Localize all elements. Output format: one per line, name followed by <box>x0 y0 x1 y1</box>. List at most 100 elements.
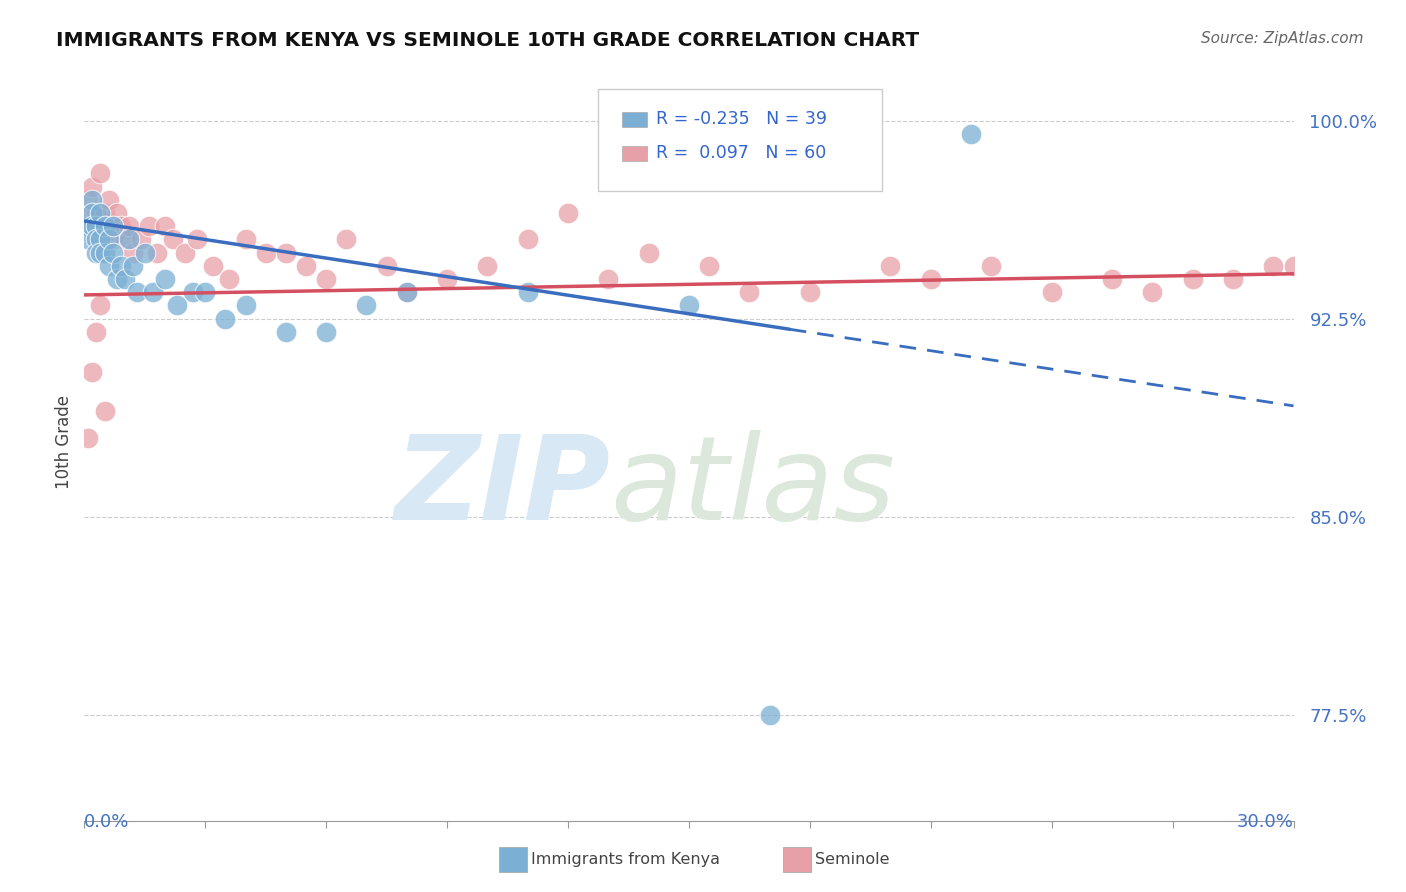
Text: Source: ZipAtlas.com: Source: ZipAtlas.com <box>1201 31 1364 46</box>
Point <box>93 206 115 220</box>
Point <box>395 285 418 300</box>
Text: Immigrants from Kenya: Immigrants from Kenya <box>531 853 720 867</box>
Text: 0.0%: 0.0% <box>84 813 129 830</box>
Point <box>1142 285 1164 300</box>
Point <box>235 232 257 246</box>
Text: ZIP: ZIP <box>394 430 610 544</box>
Point <box>153 272 176 286</box>
Point <box>86 245 108 260</box>
Point <box>82 179 104 194</box>
Point <box>1263 259 1285 273</box>
Point <box>82 365 104 379</box>
Point <box>697 259 720 273</box>
Point <box>82 206 104 220</box>
Point <box>82 193 104 207</box>
Point <box>637 245 659 260</box>
Point <box>598 272 620 286</box>
Point <box>121 259 143 273</box>
Y-axis label: 10th Grade: 10th Grade <box>55 394 73 489</box>
Point <box>1282 259 1305 273</box>
Point <box>93 219 115 234</box>
Point <box>315 325 337 339</box>
Point <box>254 245 277 260</box>
Point <box>174 245 197 260</box>
Point <box>101 245 124 260</box>
Point <box>86 325 108 339</box>
Point <box>557 206 579 220</box>
Point <box>77 219 100 234</box>
Point <box>93 404 115 418</box>
Point <box>194 285 217 300</box>
Point <box>356 298 378 312</box>
Point <box>105 206 128 220</box>
Point <box>960 127 983 141</box>
Point <box>202 259 225 273</box>
Point <box>1101 272 1123 286</box>
Point <box>879 259 901 273</box>
Point <box>89 206 111 220</box>
Point <box>516 285 538 300</box>
Point <box>93 219 115 234</box>
Point <box>82 206 104 220</box>
Point <box>738 285 761 300</box>
Point <box>146 245 169 260</box>
Point <box>121 245 143 260</box>
Point <box>235 298 257 312</box>
Point <box>134 245 156 260</box>
Point <box>142 285 165 300</box>
Point <box>82 219 104 234</box>
Point <box>118 219 141 234</box>
Text: atlas: atlas <box>610 430 896 544</box>
Point <box>186 232 208 246</box>
Text: R = -0.235   N = 39: R = -0.235 N = 39 <box>657 111 827 128</box>
Point <box>110 259 132 273</box>
Point <box>295 259 318 273</box>
Point <box>101 219 124 234</box>
Point <box>477 259 499 273</box>
Text: Seminole: Seminole <box>815 853 890 867</box>
Point <box>110 219 132 234</box>
Point <box>138 219 160 234</box>
Point <box>89 166 111 180</box>
Point <box>153 219 176 234</box>
Text: 30.0%: 30.0% <box>1237 813 1294 830</box>
Point <box>89 298 111 312</box>
FancyBboxPatch shape <box>623 112 647 127</box>
Point <box>758 708 780 723</box>
Point <box>1181 272 1204 286</box>
Point <box>516 232 538 246</box>
Text: R =  0.097   N = 60: R = 0.097 N = 60 <box>657 145 827 162</box>
Point <box>97 219 120 234</box>
Point <box>101 219 124 234</box>
Point <box>93 245 115 260</box>
Point <box>920 272 942 286</box>
Point <box>86 232 108 246</box>
Point <box>125 285 148 300</box>
Point <box>214 311 236 326</box>
Point <box>274 245 297 260</box>
Point <box>97 232 120 246</box>
Point <box>77 193 100 207</box>
Point <box>274 325 297 339</box>
Point <box>77 232 100 246</box>
Point <box>1222 272 1244 286</box>
Point <box>105 272 128 286</box>
Point <box>89 232 111 246</box>
Point <box>1040 285 1063 300</box>
Point <box>118 232 141 246</box>
Point <box>218 272 240 286</box>
FancyBboxPatch shape <box>599 89 883 191</box>
Point <box>375 259 398 273</box>
Point <box>86 219 108 234</box>
Point <box>101 232 124 246</box>
Point <box>436 272 458 286</box>
Point <box>678 298 700 312</box>
Point <box>335 232 357 246</box>
Point <box>86 219 108 234</box>
Point <box>114 232 136 246</box>
Point <box>129 232 152 246</box>
FancyBboxPatch shape <box>623 145 647 161</box>
Point <box>395 285 418 300</box>
Point <box>315 272 337 286</box>
Point <box>166 298 188 312</box>
